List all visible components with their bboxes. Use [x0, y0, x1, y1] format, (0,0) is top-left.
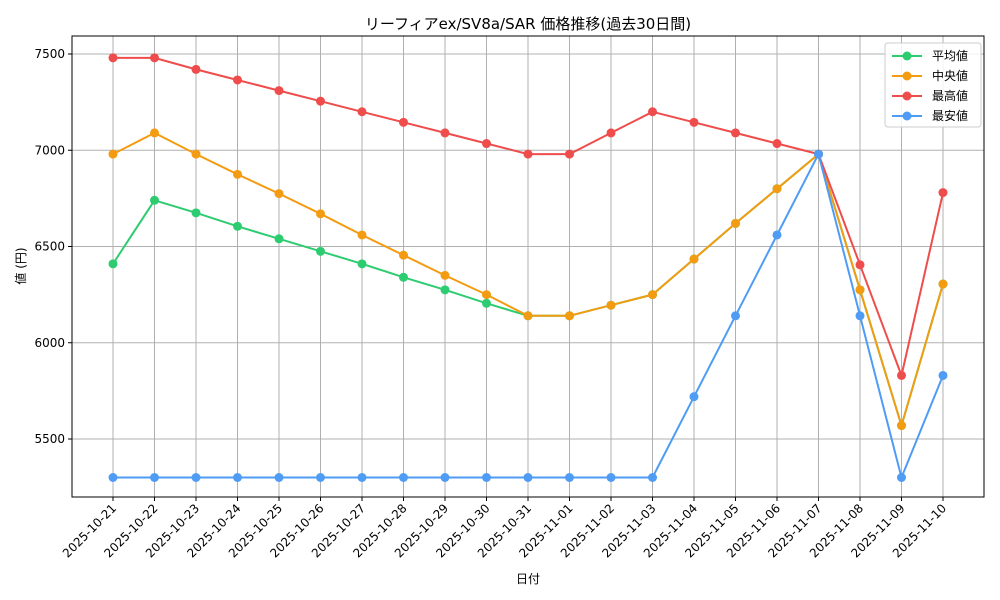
data-point: [316, 473, 325, 482]
data-point: [731, 311, 740, 321]
data-point: [150, 473, 159, 482]
data-point: [565, 311, 574, 321]
legend-label: 平均値: [932, 48, 968, 63]
data-point: [191, 473, 201, 482]
data-point: [565, 473, 574, 482]
data-point: [772, 230, 782, 240]
data-point: [689, 392, 699, 402]
legend-label: 最安値: [932, 108, 968, 123]
data-point: [440, 270, 450, 280]
series-3: [108, 149, 948, 482]
data-point: [150, 53, 159, 63]
data-point: [731, 218, 740, 228]
data-point: [274, 86, 284, 96]
data-point: [440, 128, 450, 138]
series-2: [108, 53, 948, 380]
data-point: [440, 285, 450, 295]
data-point: [565, 149, 574, 159]
data-point: [814, 149, 823, 159]
data-point: [482, 473, 491, 482]
data-point: [357, 259, 367, 269]
y-tick-label: 6000: [34, 336, 65, 350]
data-point: [689, 254, 699, 264]
data-point: [938, 370, 948, 380]
data-point: [233, 75, 242, 85]
data-point: [606, 473, 616, 482]
data-point: [357, 473, 367, 482]
data-point: [316, 96, 325, 106]
data-point: [938, 188, 948, 198]
legend-label: 中央値: [932, 68, 968, 83]
data-point: [606, 300, 616, 310]
data-point: [897, 421, 906, 431]
data-point: [108, 149, 118, 159]
data-point: [150, 128, 159, 138]
data-point: [772, 139, 782, 149]
data-point: [855, 311, 865, 321]
data-point: [274, 234, 284, 244]
data-point: [689, 117, 699, 127]
data-point: [523, 311, 533, 321]
legend-label: 最高値: [932, 88, 968, 103]
data-point: [108, 473, 118, 482]
data-point: [274, 473, 284, 482]
data-point: [897, 370, 906, 380]
y-axis-ticks: 5500 6000 6500 7000 7500: [34, 47, 72, 446]
series-lines: [108, 53, 948, 482]
data-point: [855, 260, 865, 270]
data-point: [399, 250, 408, 260]
data-point: [897, 473, 906, 482]
data-point: [108, 259, 118, 269]
data-point: [233, 221, 242, 231]
data-point: [482, 139, 491, 149]
data-point: [523, 149, 533, 159]
y-tick-label: 7500: [34, 47, 65, 61]
y-tick-label: 7000: [34, 143, 65, 157]
y-axis-label: 値 (円): [13, 247, 28, 284]
data-point: [648, 473, 657, 482]
data-point: [482, 290, 491, 300]
data-point: [191, 149, 201, 159]
data-point: [606, 128, 616, 138]
data-point: [772, 184, 782, 194]
y-tick-label: 5500: [34, 432, 65, 446]
data-point: [108, 53, 118, 63]
data-point: [316, 246, 325, 256]
data-point: [233, 169, 242, 179]
data-point: [357, 230, 367, 240]
data-point: [648, 107, 657, 117]
y-tick-label: 6500: [34, 240, 65, 254]
data-point: [357, 107, 367, 117]
data-point: [233, 473, 242, 482]
data-point: [482, 298, 491, 308]
data-point: [274, 189, 284, 199]
data-point: [855, 285, 865, 295]
data-point: [523, 473, 533, 482]
x-axis-label: 日付: [516, 572, 540, 586]
data-point: [648, 290, 657, 300]
data-point: [150, 195, 159, 205]
data-point: [731, 128, 740, 138]
grid-lines: [72, 36, 984, 497]
data-point: [938, 279, 948, 289]
data-point: [399, 473, 408, 482]
chart-title: リーフィアex/SV8a/SAR 価格推移(過去30日間): [365, 15, 691, 33]
data-point: [399, 272, 408, 282]
data-point: [399, 117, 408, 127]
data-point: [316, 209, 325, 219]
data-point: [440, 473, 450, 482]
data-point: [191, 64, 201, 74]
data-point: [191, 208, 201, 218]
